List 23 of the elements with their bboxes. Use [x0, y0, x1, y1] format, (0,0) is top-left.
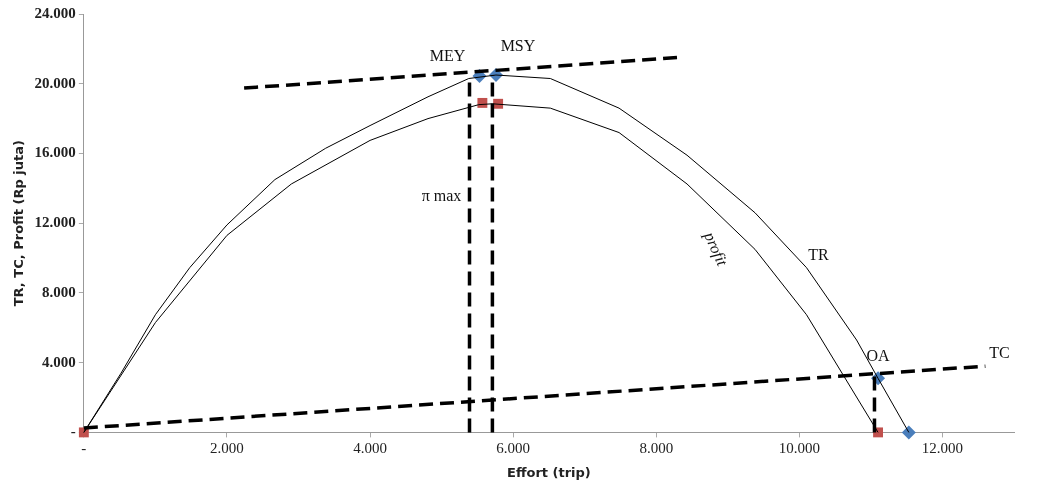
y-tick-label: 16.000	[34, 144, 76, 161]
annotation: π max	[421, 187, 462, 205]
y-tick-label: 24.000	[34, 4, 76, 21]
annotation: MEY	[429, 46, 466, 64]
x-tick-label: 12.000	[921, 440, 964, 457]
annotation: TC	[989, 344, 1010, 362]
x-tick-label: 8.000	[639, 440, 674, 457]
annotation: OA	[866, 346, 891, 364]
x-tick-label: 10.000	[778, 440, 820, 457]
y-tick-label: 8.000	[42, 283, 76, 300]
annotation: MSY	[500, 37, 536, 55]
y-tick-label: 20.000	[34, 74, 76, 91]
x-tick-label: -	[81, 440, 87, 457]
x-tick-label: 2.000	[210, 440, 244, 457]
annotation: TR	[808, 245, 830, 263]
x-axis-title: Effort (trip)	[507, 464, 591, 480]
x-tick-label: 6.000	[496, 440, 531, 457]
y-tick-label: 4.000	[42, 353, 76, 370]
y-tick-label: 12.000	[34, 214, 76, 231]
annotation: profit	[699, 228, 732, 270]
y-axis-title: TR, TC, Profit (Rp juta)	[11, 140, 27, 307]
y-tick-label: -	[70, 423, 76, 440]
x-tick-label: 4.000	[353, 440, 387, 457]
